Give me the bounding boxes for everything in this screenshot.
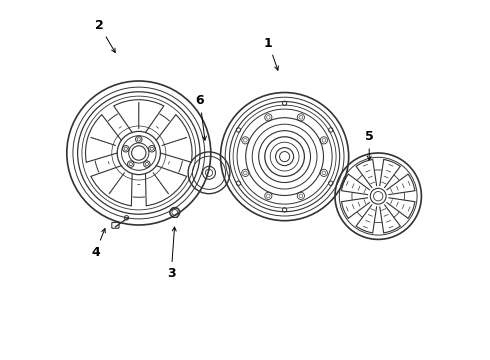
Text: 3: 3	[167, 227, 176, 280]
Text: 5: 5	[365, 130, 373, 160]
Text: 1: 1	[264, 37, 278, 70]
Text: 6: 6	[196, 94, 206, 140]
Text: 4: 4	[91, 229, 105, 258]
Text: 2: 2	[95, 19, 115, 53]
